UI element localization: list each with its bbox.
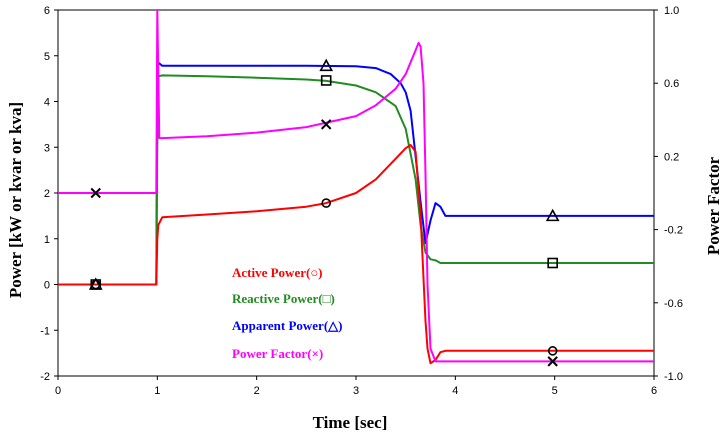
x-tick-label: 6 [651,385,657,397]
square-marker [320,75,332,86]
x-axis-label: Time [sec] [313,413,388,432]
legend-apparent-power: Apparent Power(△) [232,318,343,333]
series-line-circle [58,144,654,365]
y2-tick-label: -0.6 [664,298,683,310]
y-tick-label: 2 [44,188,50,200]
legend-power-factor: Power Factor(×) [232,346,323,361]
y-tick-label: -2 [40,371,50,383]
x-tick-label: 1 [154,385,160,397]
y2-tick-label: 1.0 [664,5,679,17]
x-tick-label: 3 [353,385,359,397]
series-markers [88,58,560,367]
x-marker [547,356,558,367]
x-marker [90,187,101,199]
y2-tick-label: -1.0 [664,371,683,383]
triangle-marker [88,277,103,290]
y2-axis-label: Power Factor [704,156,723,255]
series-line-triangle [58,61,654,286]
x-axis-ticks: 0 1 2 3 4 5 6 [55,376,657,397]
y-tick-label: -1 [40,325,50,337]
y-axis-ticks: 6 5 4 3 2 1 0 -1 -2 [40,5,58,383]
series-line-square [58,74,654,286]
square-marker [547,257,558,269]
x-marker [320,119,332,130]
series-line-x [58,9,654,363]
x-tick-label: 4 [452,385,458,397]
series-lines [58,9,654,365]
y-tick-label: 6 [44,5,50,17]
y2-axis-ticks: 1.0 0.6 0.2 -0.2 -0.6 -1.0 [654,5,683,383]
y2-tick-label: 0.6 [664,78,679,90]
y-tick-label: 3 [44,142,50,154]
y2-tick-label: -0.2 [664,225,683,237]
x-tick-label: 5 [552,385,558,397]
x-tick-label: 0 [55,385,61,397]
y-tick-label: 0 [44,280,50,292]
y2-tick-label: 0.2 [664,151,679,163]
y-tick-label: 5 [44,51,50,63]
legend-reactive-power: Reactive Power(□) [232,291,335,306]
triangle-marker [319,58,334,72]
circle-marker [547,346,558,356]
y-axis-label: Power [kW or kvar or kva] [6,102,25,298]
circle-marker [321,198,332,208]
y-tick-label: 1 [44,234,50,246]
triangle-marker [545,208,560,222]
legend-active-power: Active Power(○) [232,265,323,280]
x-tick-label: 2 [254,385,260,397]
y-tick-label: 4 [44,97,50,109]
